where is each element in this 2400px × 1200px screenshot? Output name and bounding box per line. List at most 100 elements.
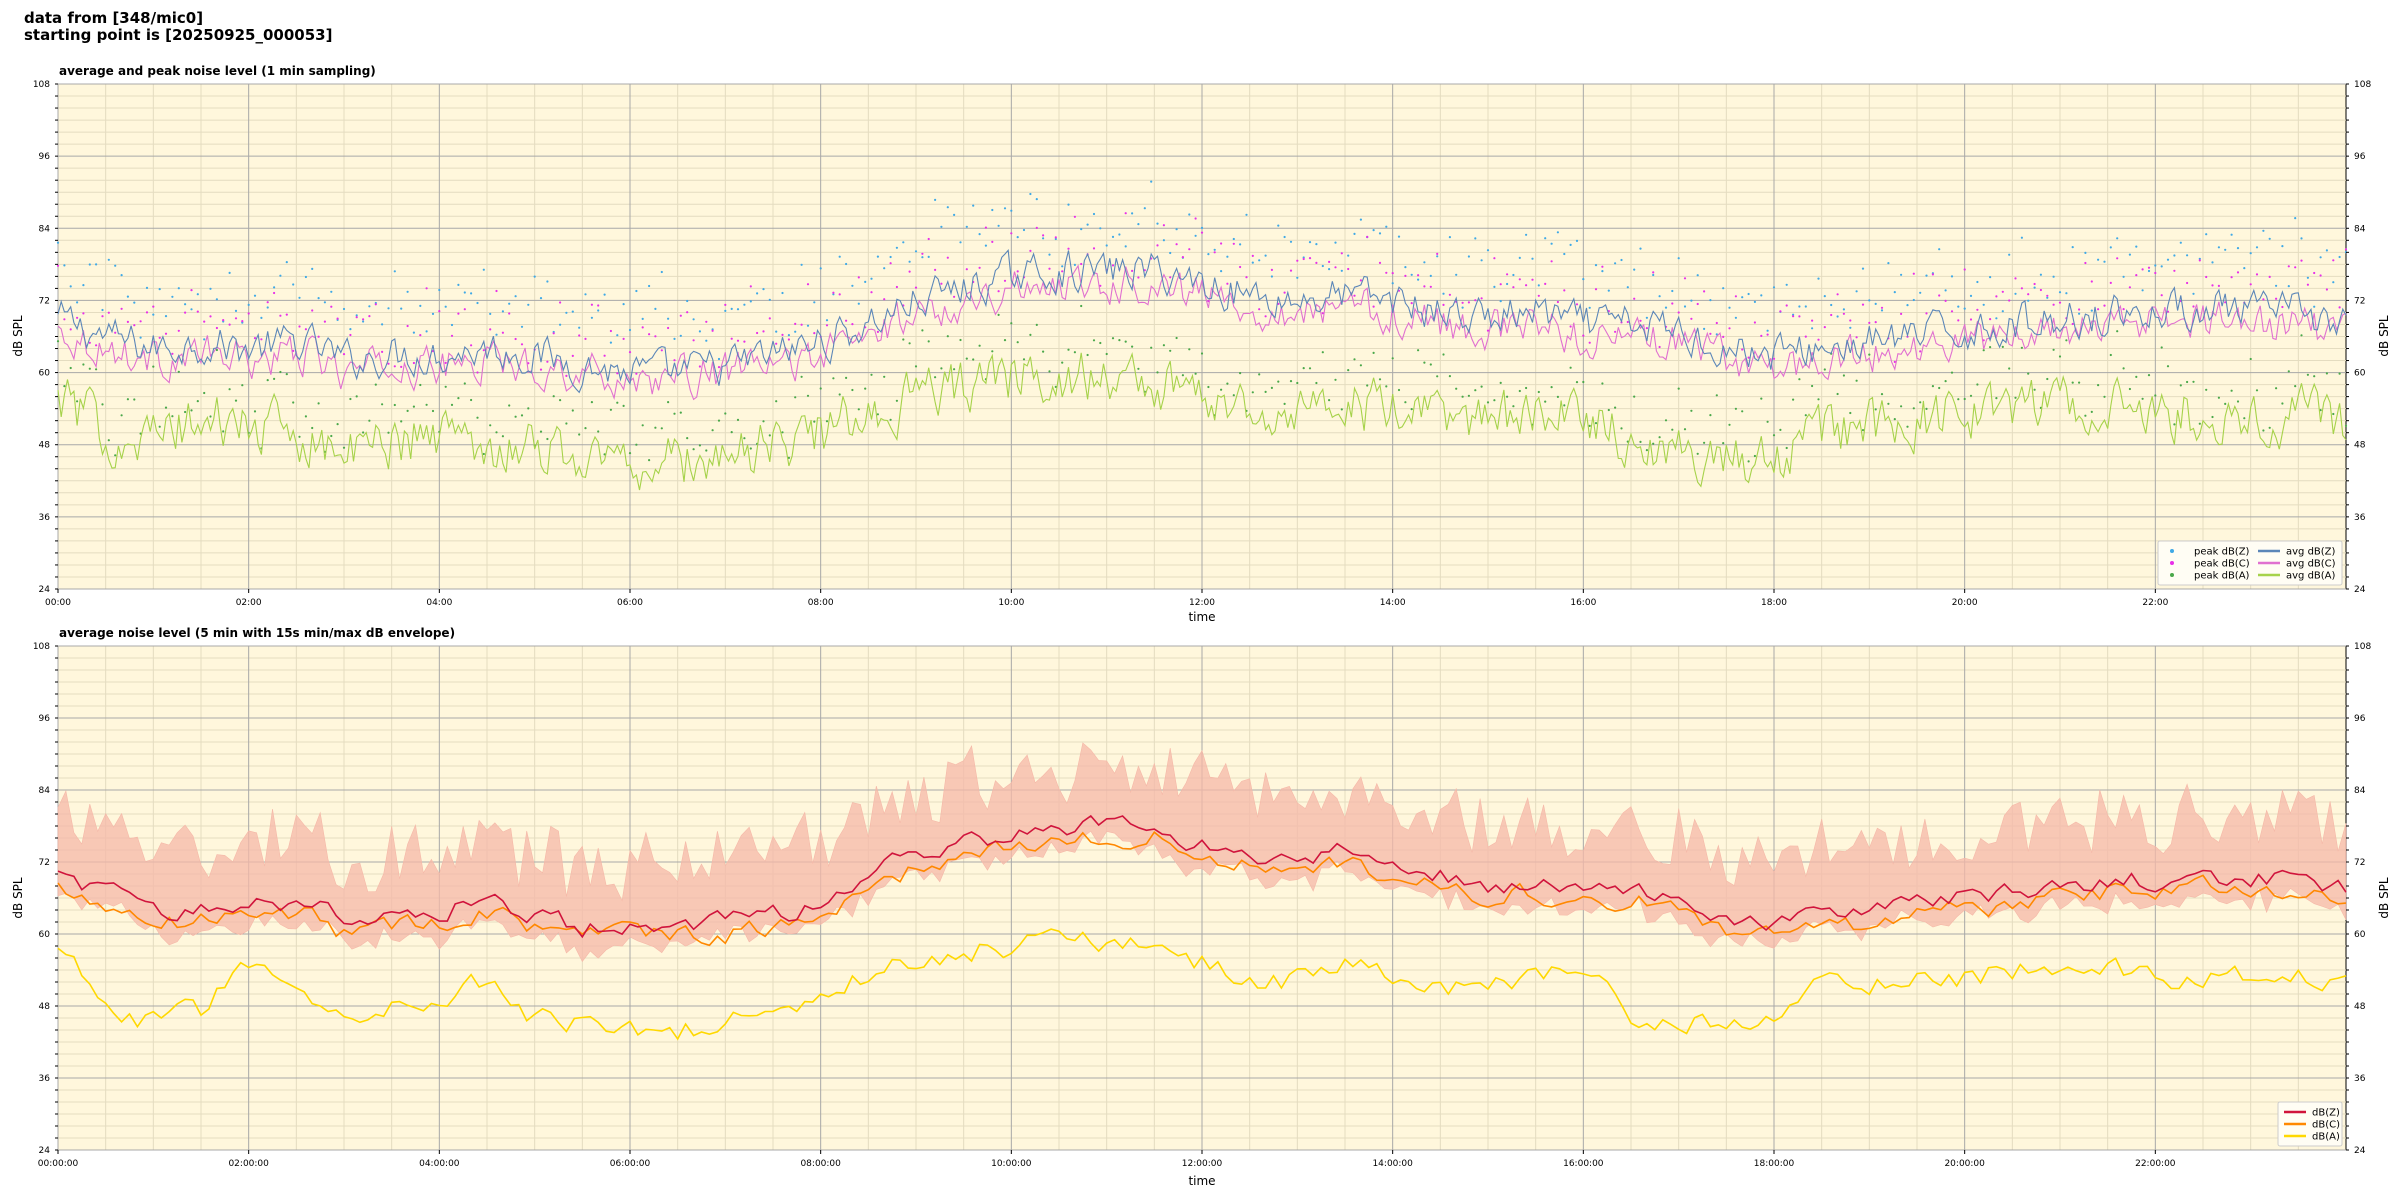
peak-point bbox=[1842, 374, 1845, 377]
peak-point bbox=[1404, 401, 1407, 404]
peak-point bbox=[1162, 224, 1165, 227]
peak-point bbox=[1594, 288, 1598, 291]
y-tick-label-left: 60 bbox=[39, 369, 51, 379]
peak-point bbox=[2211, 415, 2214, 419]
peak-point bbox=[2236, 247, 2240, 250]
peak-point bbox=[895, 399, 899, 402]
peak-point bbox=[95, 344, 98, 347]
peak-point bbox=[1423, 361, 1426, 364]
peak-point bbox=[1779, 428, 1782, 431]
peak-point bbox=[654, 335, 657, 338]
peak-point bbox=[787, 338, 791, 341]
peak-point bbox=[1347, 369, 1350, 372]
peak-point bbox=[2160, 265, 2163, 268]
peak-point bbox=[546, 280, 549, 283]
peak-point bbox=[298, 296, 301, 299]
peak-point bbox=[876, 413, 880, 416]
series-avg-db-c--line bbox=[57, 264, 2347, 401]
peak-point bbox=[1766, 333, 1769, 336]
legend-label: dB(Z) bbox=[2312, 1108, 2340, 1119]
peak-point bbox=[1969, 394, 1973, 397]
peak-point bbox=[1741, 410, 1744, 413]
peak-point bbox=[158, 425, 161, 428]
peak-point bbox=[1531, 257, 1534, 260]
peak-point bbox=[2255, 273, 2259, 276]
peak-point bbox=[1601, 382, 1604, 385]
peak-point bbox=[164, 315, 168, 318]
peak-point bbox=[2033, 388, 2036, 391]
peak-point bbox=[1448, 293, 1451, 296]
chart-top-xlabel: time bbox=[1188, 610, 1215, 624]
x-tick-label: 08:00:00 bbox=[800, 1159, 841, 1169]
peak-point bbox=[1664, 419, 1668, 422]
peak-point bbox=[2275, 284, 2278, 287]
peak-point bbox=[203, 338, 206, 341]
peak-point bbox=[2268, 237, 2271, 240]
peak-point bbox=[1264, 315, 1267, 318]
peak-point bbox=[1639, 319, 1642, 322]
peak-point bbox=[1150, 346, 1153, 349]
peak-point bbox=[2135, 375, 2138, 378]
peak-point bbox=[1779, 310, 1782, 313]
peak-point bbox=[1378, 261, 1382, 264]
peak-point bbox=[1982, 303, 1985, 306]
x-tick-label: 10:00 bbox=[998, 598, 1024, 608]
peak-point bbox=[1067, 348, 1070, 351]
peak-point bbox=[1061, 265, 1064, 268]
peak-point bbox=[1410, 408, 1413, 411]
peak-point bbox=[1804, 335, 1807, 338]
peak-point bbox=[2154, 271, 2157, 275]
peak-point bbox=[342, 307, 346, 311]
peak-point bbox=[1614, 330, 1617, 333]
peak-point bbox=[1633, 268, 1636, 271]
peak-point bbox=[450, 334, 454, 337]
peak-point bbox=[679, 314, 682, 317]
peak-point bbox=[800, 375, 803, 378]
peak-point bbox=[2001, 345, 2004, 348]
legend-label: peak dB(Z) bbox=[2194, 547, 2250, 558]
peak-point bbox=[1353, 358, 1356, 361]
peak-point bbox=[1410, 273, 1413, 276]
peak-point bbox=[1493, 285, 1496, 288]
peak-point bbox=[838, 293, 841, 296]
peak-point bbox=[1080, 262, 1083, 266]
peak-point bbox=[2319, 256, 2322, 259]
peak-point bbox=[2033, 286, 2036, 289]
peak-point bbox=[362, 320, 365, 323]
y-tick-label-right: 96 bbox=[2354, 152, 2366, 162]
peak-point bbox=[1550, 260, 1553, 263]
peak-point bbox=[1480, 297, 1483, 300]
peak-point bbox=[1391, 272, 1394, 275]
peak-point bbox=[1436, 252, 1439, 255]
peak-point bbox=[889, 255, 892, 259]
peak-point bbox=[463, 308, 466, 311]
peak-point bbox=[304, 415, 307, 418]
x-tick-label: 04:00 bbox=[426, 598, 452, 608]
peak-point bbox=[2313, 305, 2316, 308]
peak-point bbox=[1989, 318, 1992, 321]
peak-point bbox=[1016, 341, 1019, 344]
peak-point bbox=[533, 275, 536, 278]
peak-point bbox=[2173, 423, 2176, 426]
peak-point bbox=[1976, 280, 1979, 284]
peak-point bbox=[107, 258, 110, 261]
peak-point bbox=[1200, 352, 1204, 355]
peak-point bbox=[158, 288, 161, 291]
peak-point bbox=[609, 341, 613, 344]
peak-point bbox=[1499, 283, 1502, 286]
peak-point bbox=[1080, 228, 1083, 231]
peak-point bbox=[495, 431, 498, 434]
peak-point bbox=[1340, 408, 1343, 411]
peak-point bbox=[2338, 306, 2341, 309]
peak-point bbox=[1372, 229, 1375, 232]
peak-point bbox=[1353, 232, 1356, 235]
peak-point bbox=[2052, 303, 2055, 306]
peak-point bbox=[813, 420, 816, 423]
chart-top-marks bbox=[56, 180, 2348, 491]
peak-point bbox=[959, 241, 962, 244]
peak-point bbox=[1283, 402, 1286, 405]
peak-point bbox=[304, 275, 307, 279]
peak-point bbox=[673, 337, 676, 340]
header-source: data from [348/mic0] bbox=[24, 9, 204, 27]
chart-bottom-ylabel-left: dB SPL bbox=[11, 877, 25, 919]
